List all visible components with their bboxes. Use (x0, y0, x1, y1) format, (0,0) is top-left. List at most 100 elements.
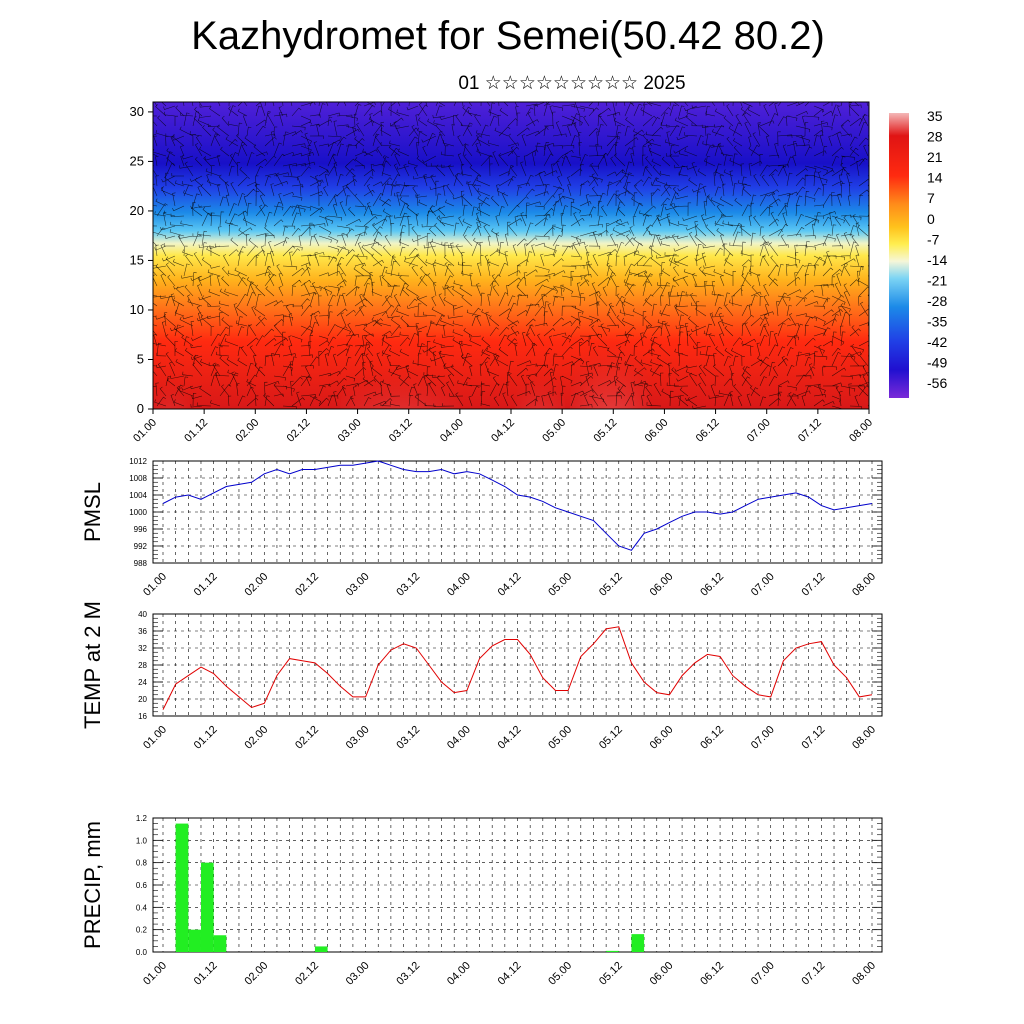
y-tick-label: 1000 (129, 508, 147, 517)
y-tick-label: 0.4 (136, 903, 148, 912)
chart-title: Kazhydromet for Semei(50.42 80.2) (191, 14, 825, 58)
y-tick-label: 24 (138, 678, 147, 687)
x-tick-label: 02.12 (293, 960, 321, 988)
heatmap-panel: 0 5 10 15 20 25 30 01.00 01.12 02.00 02.12 03.00 03… (130, 101, 875, 445)
y-tick-label: 10 (130, 302, 144, 317)
y-tick-label: 0.6 (136, 881, 148, 890)
x-tick-label: 05.12 (591, 417, 619, 445)
y-tick-label: 0 (137, 401, 144, 416)
x-tick-label: 01.12 (192, 571, 220, 599)
colorbar-label: 35 (927, 108, 943, 124)
x-tick-label: 03.00 (344, 960, 372, 988)
x-tick-label: 04.00 (445, 571, 473, 599)
x-tick-label: 06.12 (698, 960, 726, 988)
x-tick-label: 01.00 (131, 417, 159, 445)
x-tick-label: 04.12 (496, 960, 524, 988)
heatmap-x-axis: 01.00 01.12 02.00 02.12 03.00 03.12 04.00 04.12… (131, 409, 875, 445)
series-line (162, 460, 873, 551)
x-tick-label: 08.00 (850, 960, 878, 988)
x-tick-label: 01.00 (141, 724, 169, 752)
x-tick-label: 08.00 (847, 417, 875, 445)
colorbar-label: 28 (927, 129, 943, 145)
y-tick-label: 36 (138, 627, 147, 636)
temp-panel: 16 20 24 28 32 36 40 01.00 01.12 02.00 02.12 03.00 0… (80, 601, 883, 752)
x-tick-label: 04.12 (496, 571, 524, 599)
y-tick-label: 1.0 (136, 836, 148, 845)
heatmap-y-axis: 0 5 10 15 20 25 30 (130, 104, 153, 416)
wind-barbs (153, 102, 869, 409)
y-tick-label: 30 (130, 104, 144, 119)
x-tick-label: 02.12 (293, 571, 321, 599)
colorbar-label: -42 (927, 334, 947, 350)
y-axis-title: PRECIP, mm (80, 821, 105, 949)
x-tick-label: 02.12 (293, 724, 321, 752)
y-axis-title: PMSL (80, 482, 105, 542)
y-tick-label: 992 (134, 542, 148, 551)
y-tick-label: 1004 (129, 491, 147, 500)
colorbar-gradient (889, 113, 909, 398)
x-tick-label: 04.00 (445, 960, 473, 988)
y-tick-label: 5 (137, 351, 144, 366)
colorbar-label: 21 (927, 149, 943, 165)
y-tick-label: 20 (130, 203, 144, 218)
x-tick-label: 01.12 (182, 417, 210, 445)
x-tick-label: 07.12 (800, 724, 828, 752)
x-tick-label: 08.00 (850, 571, 878, 599)
x-tick-label: 06.12 (698, 724, 726, 752)
precip-bar (213, 935, 227, 952)
y-tick-label: 40 (138, 610, 147, 619)
x-tick-label: 01.12 (192, 724, 220, 752)
x-tick-label: 03.12 (394, 571, 422, 599)
x-tick-label: 05.00 (546, 571, 574, 599)
x-tick-label: 07.12 (800, 960, 828, 988)
precip-bar (200, 862, 214, 952)
x-tick-label: 05.12 (597, 960, 625, 988)
colorbar-labels: 35 28 21 14 7 0 -7 -14 -21 -28 -35 -42 -49 -56 (927, 108, 947, 391)
x-tick-label: 02.12 (285, 417, 313, 445)
precip-bar (188, 929, 201, 952)
precip-bar (175, 823, 189, 952)
colorbar-label: -35 (927, 314, 947, 330)
x-tick-label: 03.12 (387, 417, 415, 445)
y-axis-title: TEMP at 2 M (80, 601, 105, 729)
colorbar-label: -56 (927, 375, 947, 391)
x-tick-label: 01.12 (192, 960, 220, 988)
x-tick-label: 08.00 (850, 724, 878, 752)
x-tick-label: 06.00 (648, 960, 676, 988)
precip-panel: 0.0 0.2 0.4 0.6 0.8 1.0 1.2 01.00 01.12 02.00 02.1… (80, 814, 883, 988)
x-tick-label: 06.12 (694, 417, 722, 445)
x-tick-label: 06.12 (698, 571, 726, 599)
colorbar: 35 28 21 14 7 0 -7 -14 -21 -28 -35 -42 -49 -56 (889, 108, 947, 398)
y-tick-label: 0.0 (136, 948, 148, 957)
y-tick-label: 0.8 (136, 859, 148, 868)
x-tick-label: 07.00 (745, 417, 773, 445)
y-tick-label: 1.2 (136, 814, 148, 823)
y-tick-label: 16 (138, 712, 147, 721)
x-tick-label: 03.00 (344, 724, 372, 752)
x-tick-label: 02.00 (233, 417, 261, 445)
x-tick-label: 06.00 (643, 417, 671, 445)
colorbar-label: -7 (927, 231, 940, 247)
x-tick-label: 04.00 (438, 417, 466, 445)
y-tick-label: 28 (138, 661, 147, 670)
colorbar-label: -49 (927, 355, 947, 371)
y-tick-label: 25 (130, 153, 144, 168)
y-tick-label: 996 (134, 525, 148, 534)
x-tick-label: 05.12 (597, 571, 625, 599)
x-tick-label: 02.00 (242, 571, 270, 599)
x-tick-label: 02.00 (242, 724, 270, 752)
precip-bar (631, 934, 645, 952)
x-tick-label: 03.12 (394, 960, 422, 988)
x-tick-label: 01.00 (141, 571, 169, 599)
x-tick-label: 06.00 (648, 571, 676, 599)
colorbar-label: 0 (927, 211, 935, 227)
y-tick-label: 1012 (129, 457, 147, 466)
y-tick-label: 32 (138, 644, 147, 653)
x-tick-label: 07.00 (749, 571, 777, 599)
x-tick-label: 07.12 (800, 571, 828, 599)
x-tick-label: 07.00 (749, 724, 777, 752)
chart-subtitle: 01 ☆☆☆☆☆☆☆☆☆ 2025 (458, 73, 686, 94)
x-tick-label: 01.00 (141, 960, 169, 988)
series-line (162, 626, 873, 710)
